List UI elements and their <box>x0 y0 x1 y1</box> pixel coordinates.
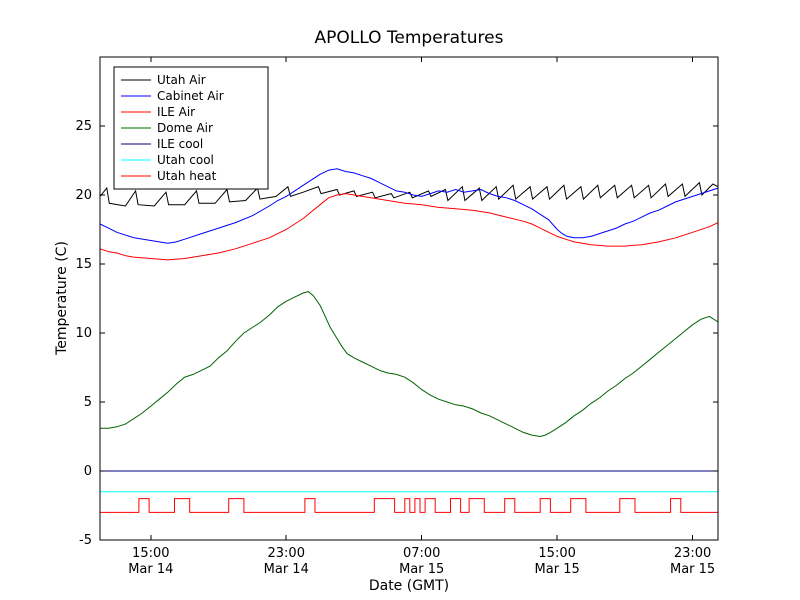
chart-title: APOLLO Temperatures <box>314 28 504 48</box>
y-tick-label: 20 <box>75 188 92 203</box>
x-tick-date-label: Mar 15 <box>399 562 444 577</box>
x-tick-date-label: Mar 14 <box>128 562 173 577</box>
series-line-ile-air <box>99 193 719 261</box>
legend-label-utah-cool: Utah cool <box>157 153 214 167</box>
legend-label-dome-air: Dome Air <box>157 121 213 135</box>
series-line-cabinet-air <box>99 168 719 244</box>
x-tick-time-label: 23:00 <box>268 546 305 561</box>
legend-label-ile-cool: ILE cool <box>157 137 203 151</box>
series-line-dome-air <box>100 291 719 438</box>
x-tick-time-label: 15:00 <box>538 546 575 561</box>
x-axis-label: Date (GMT) <box>368 578 450 594</box>
legend-label-utah-air: Utah Air <box>157 73 206 87</box>
x-tick-date-label: Mar 15 <box>670 562 715 577</box>
x-tick-time-label: 07:00 <box>403 546 440 561</box>
x-tick-date-label: Mar 14 <box>264 562 309 577</box>
x-tick-date-label: Mar 15 <box>535 562 580 577</box>
legend-label-cabinet-air: Cabinet Air <box>157 89 224 103</box>
y-tick-label: 0 <box>84 464 92 479</box>
legend-label-ile-air: ILE Air <box>157 105 195 119</box>
x-tick-time-label: 23:00 <box>674 546 711 561</box>
y-tick-label: 15 <box>75 257 92 272</box>
axes-frame <box>99 56 719 541</box>
x-tick-time-label: 15:00 <box>132 546 169 561</box>
legend-label-utah-heat: Utah heat <box>157 169 217 183</box>
y-tick-label: 25 <box>75 119 92 134</box>
series-line-utah-heat <box>100 498 718 513</box>
y-tick-label: 5 <box>84 395 92 410</box>
y-tick-label: -5 <box>79 533 92 548</box>
y-tick-label: 10 <box>75 326 92 341</box>
